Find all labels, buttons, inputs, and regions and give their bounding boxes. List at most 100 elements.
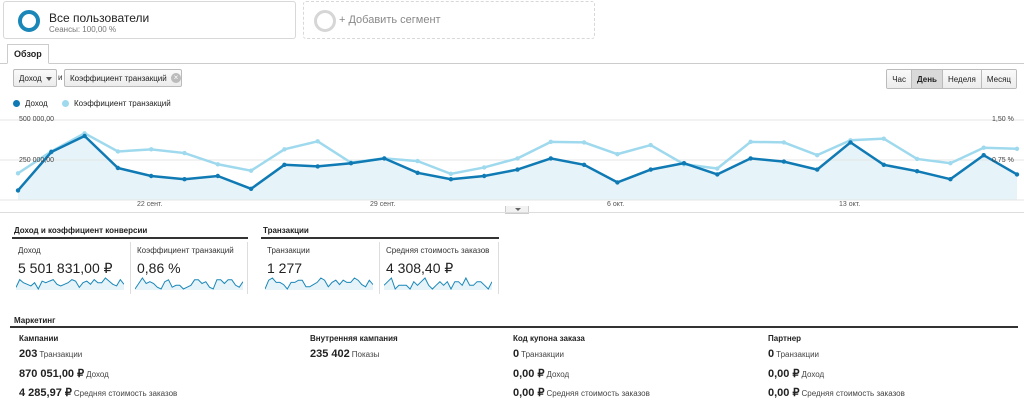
marketing-unit: Средняя стоимость заказов	[546, 389, 650, 398]
marketing-unit: Транзакции	[776, 350, 820, 359]
marketing-row: 0,00 ₽ Средняя стоимость заказов	[768, 386, 905, 405]
y-left-tick: 500 000,00	[19, 116, 55, 123]
divider	[0, 212, 1024, 213]
metric-label: Транзакции	[267, 246, 310, 255]
revenue-point	[515, 167, 520, 172]
segment-ring-icon	[18, 10, 40, 32]
revenue-point	[748, 156, 753, 161]
sparkline-area	[16, 278, 124, 290]
revenue-point	[315, 164, 320, 169]
conversion-point	[881, 136, 886, 141]
marketing-col-header[interactable]: Внутренняя кампания	[310, 334, 398, 343]
empty-ring-icon	[314, 10, 336, 32]
metric-avg-order-value[interactable]: Средняя стоимость заказов 4 308,40 ₽	[380, 242, 499, 294]
revenue-point	[282, 162, 287, 167]
marketing-value[interactable]: 0,00 ₽	[768, 368, 800, 380]
revenue-point	[115, 165, 121, 171]
tab-bar: Обзор	[0, 42, 1024, 64]
period-day-button[interactable]: День	[910, 70, 942, 88]
marketing-unit: Доход	[801, 370, 825, 379]
metric-connector: и	[58, 73, 63, 82]
metric-value: 0,86 %	[137, 260, 181, 276]
sparkline-line	[135, 277, 243, 290]
metric1-dropdown[interactable]: Доход	[13, 69, 57, 87]
metric2-dropdown[interactable]: Коэффициент транзакций	[64, 69, 182, 87]
add-segment-button[interactable]: + Добавить сегмент	[303, 1, 595, 39]
marketing-value[interactable]: 203	[19, 348, 38, 360]
conversion-point	[415, 158, 420, 164]
metric-label: Доход	[18, 246, 41, 255]
marketing-value[interactable]: 0	[513, 348, 520, 360]
marketing-unit: Показы	[351, 350, 380, 359]
revenue-point	[848, 140, 853, 145]
metric-conversion-rate[interactable]: Коэффициент транзакций 0,86 %	[131, 242, 248, 294]
marketing-col-affiliate: Партнер 0 Транзакции 0,00 ₽ Доход 0,00 ₽ Ср…	[768, 334, 905, 405]
conversion-point	[981, 145, 986, 150]
period-week-button[interactable]: Неделя	[941, 70, 981, 88]
conversion-point	[615, 151, 620, 157]
metric-value: 5 501 831,00 ₽	[18, 260, 113, 276]
metric1-label: Доход	[19, 74, 42, 83]
conversion-point	[648, 142, 653, 148]
chart-collapse-handle[interactable]	[505, 206, 529, 214]
marketing-unit: Средняя стоимость заказов	[801, 389, 905, 398]
conversion-point	[115, 149, 121, 154]
conversion-point	[482, 165, 487, 170]
revenue-point	[82, 133, 87, 139]
marketing-value[interactable]: 4 285,97 ₽	[19, 387, 72, 399]
revenue-point	[615, 180, 620, 185]
segment-title: Все пользователи	[49, 11, 150, 25]
marketing-row: 0,00 ₽ Доход	[513, 367, 650, 386]
x-tick-label: 13 окт.	[839, 201, 861, 208]
revenue-area	[18, 136, 1017, 200]
sparkline-line	[384, 276, 492, 290]
marketing-col-header[interactable]: Кампании	[19, 334, 59, 343]
conversion-point	[1014, 146, 1020, 151]
period-hour-button[interactable]: Час	[887, 70, 911, 88]
group-title-revenue: Доход и коэффициент конверсии	[14, 226, 148, 235]
legend-conversion[interactable]: Коэффициент транзакций	[62, 99, 171, 108]
revenue-point	[215, 173, 220, 179]
sparkline	[135, 277, 243, 290]
marketing-value[interactable]: 0,00 ₽	[513, 368, 545, 380]
metric-transactions[interactable]: Транзакции 1 277	[261, 242, 380, 294]
revenue-point	[482, 173, 487, 179]
conversion-point	[815, 153, 820, 158]
line-chart[interactable]	[0, 112, 1024, 212]
y-right-tick: 1,50 %	[992, 116, 1014, 123]
period-month-button[interactable]: Месяц	[980, 70, 1016, 88]
revenue-point	[49, 149, 54, 155]
revenue-point	[382, 156, 387, 161]
chevron-down-icon	[45, 77, 52, 81]
clear-metric-icon[interactable]: ×	[171, 73, 181, 83]
marketing-unit: Доход	[86, 370, 109, 379]
segment-subtitle: Сеансы: 100,00 %	[49, 25, 117, 34]
marketing-unit: Транзакции	[39, 350, 83, 359]
marketing-value[interactable]: 235 402	[310, 348, 350, 360]
tab-overview[interactable]: Обзор	[7, 44, 49, 64]
marketing-value[interactable]: 0,00 ₽	[768, 387, 800, 399]
marketing-col-header[interactable]: Партнер	[768, 334, 802, 343]
marketing-value[interactable]: 0	[768, 348, 775, 360]
marketing-value[interactable]: 0,00 ₽	[513, 387, 545, 399]
legend-revenue[interactable]: Доход	[13, 99, 48, 108]
marketing-col-header[interactable]: Код купона заказа	[513, 334, 585, 343]
legend-dot-icon	[62, 100, 69, 107]
conversion-point	[448, 171, 454, 177]
revenue-point	[781, 159, 787, 164]
conversion-point	[748, 139, 753, 145]
conversion-point	[781, 140, 787, 145]
revenue-point	[914, 169, 920, 174]
metric-revenue[interactable]: Доход 5 501 831,00 ₽	[12, 242, 131, 294]
metric-label: Коэффициент транзакций	[137, 246, 234, 255]
revenue-point	[981, 153, 986, 158]
marketing-col-coupon: Код купона заказа 0 Транзакции 0,00 ₽ Дохо…	[513, 334, 650, 405]
segment-all-users[interactable]: Все пользователи Сеансы: 100,00 %	[3, 1, 296, 39]
marketing-value[interactable]: 870 051,00 ₽	[19, 368, 85, 380]
revenue-point	[149, 173, 154, 179]
marketing-unit: Транзакции	[521, 350, 565, 359]
conversion-point	[15, 171, 21, 176]
marketing-underline	[10, 326, 1018, 328]
sparkline	[384, 276, 492, 290]
marketing-row: 870 051,00 ₽ Доход	[19, 367, 177, 386]
